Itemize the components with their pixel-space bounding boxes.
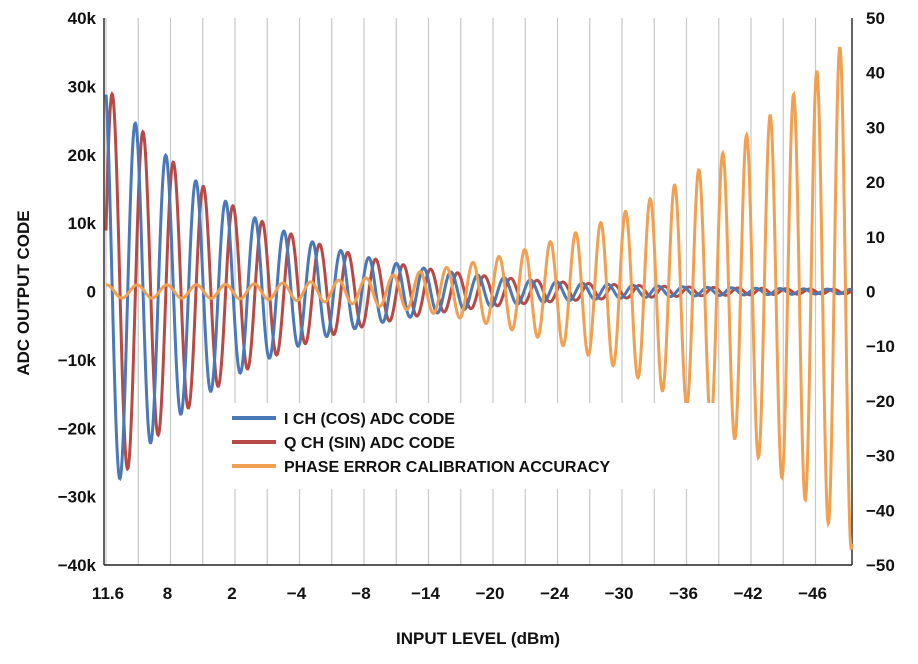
legend-label: PHASE ERROR CALIBRATION ACCURACY <box>284 459 611 476</box>
left-y-tick-label: 0 <box>87 283 96 302</box>
x-tick-label: 8 <box>163 584 172 603</box>
x-tick-label: −30 <box>605 584 634 603</box>
right-y-tick-label: 30 <box>866 118 885 137</box>
x-axis: 11.6 8 2 −4 −8 −14 −20 −24 −30 −36 −42 −46 <box>92 584 827 603</box>
left-y-tick-label: −10k <box>58 351 97 370</box>
x-tick-label: 2 <box>227 584 236 603</box>
left-y-tick-label: −40k <box>58 556 97 575</box>
legend-label: Q CH (SIN) ADC CODE <box>284 435 455 452</box>
x-tick-label: −8 <box>351 584 370 603</box>
right-y-tick-label: −10 <box>866 337 895 356</box>
series-layer <box>104 46 854 551</box>
legend-box <box>222 403 718 489</box>
right-y-tick-label: −50 <box>866 556 895 575</box>
x-tick-label: −46 <box>798 584 827 603</box>
left-y-tick-label: 20k <box>68 146 97 165</box>
x-tick-label: −14 <box>411 584 440 603</box>
x-tick-label: −36 <box>669 584 698 603</box>
left-y-axis: 40k 30k 20k 10k 0 −10k −20k −30k −40k <box>58 9 97 575</box>
left-y-tick-label: 30k <box>68 77 97 96</box>
x-tick-label: −42 <box>734 584 763 603</box>
right-y-tick-label: −40 <box>866 501 895 520</box>
left-y-tick-label: 10k <box>68 214 97 233</box>
legend-label: I CH (COS) ADC CODE <box>284 411 455 428</box>
left-y-tick-label: 40k <box>68 9 97 28</box>
left-y-tick-label: −30k <box>58 488 97 507</box>
x-tick-label: −24 <box>540 584 569 603</box>
x-tick-label: −20 <box>476 584 505 603</box>
legend: I CH (COS) ADC CODE Q CH (SIN) ADC CODE PH… <box>222 403 718 489</box>
right-y-tick-label: −20 <box>866 392 895 411</box>
right-y-tick-label: 0 <box>866 283 875 302</box>
left-y-tick-label: −20k <box>58 419 97 438</box>
right-y-tick-label: 50 <box>866 9 885 28</box>
x-tick-label: 11.6 <box>92 584 124 603</box>
right-y-tick-label: 20 <box>866 173 885 192</box>
right-y-tick-label: −30 <box>866 447 895 466</box>
x-axis-title: INPUT LEVEL (dBm) <box>396 629 560 648</box>
right-y-axis: 50 40 30 20 10 0 −10 −20 −30 −40 −50 <box>866 9 895 575</box>
right-y-tick-label: 10 <box>866 228 885 247</box>
x-tick-label: −4 <box>287 584 307 603</box>
series-line-phase-error <box>105 46 854 551</box>
y-axis-title: ADC OUTPUT CODE <box>14 210 33 375</box>
right-y-tick-label: 40 <box>866 64 885 83</box>
